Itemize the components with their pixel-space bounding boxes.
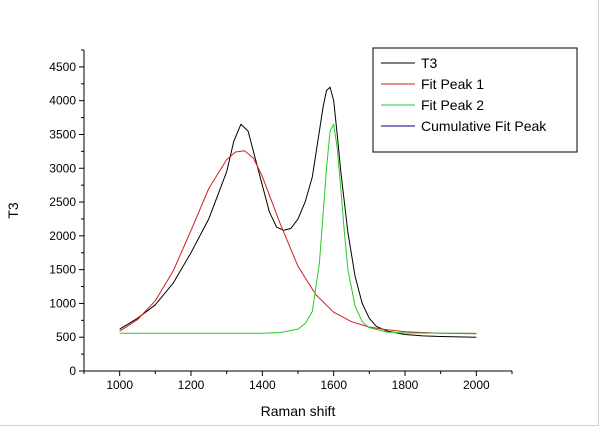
y-tick-label: 1500 <box>49 263 76 277</box>
plot-area: 1000 1200 1400 1600 1800 2000 0 500 1000 1500 200… <box>49 49 513 392</box>
series-line-fit-peak-2 <box>119 123 477 334</box>
legend: T3 Fit Peak 1 Fit Peak 2 Cumulative Fit Pea… <box>372 47 578 153</box>
x-tick-label: 1800 <box>392 378 419 392</box>
legend-items: T3 Fit Peak 1 Fit Peak 2 Cumulative Fit Pea… <box>381 55 547 134</box>
y-tick-label: 2000 <box>49 229 76 243</box>
legend-box <box>372 47 578 153</box>
x-axis-label: Raman shift <box>261 403 336 419</box>
x-ticks: 1000 1200 1400 1600 1800 2000 <box>83 371 513 392</box>
y-tick-label: 2500 <box>49 195 76 209</box>
y-tick-label: 500 <box>56 330 76 344</box>
y-tick-label: 0 <box>69 364 76 378</box>
x-tick-label: 1400 <box>249 378 276 392</box>
legend-label: Fit Peak 1 <box>421 76 484 92</box>
x-tick-label: 1200 <box>178 378 205 392</box>
series-layer <box>119 86 477 338</box>
y-tick-label: 1000 <box>49 296 76 310</box>
y-tick-label: 4500 <box>49 60 76 74</box>
series-line-fit-peak-1 <box>119 150 477 335</box>
legend-label: Fit Peak 2 <box>421 97 484 113</box>
legend-label: T3 <box>421 55 438 71</box>
y-tick-label: 4000 <box>49 94 76 108</box>
series-line-t3 <box>119 86 477 338</box>
legend-label: Cumulative Fit Peak <box>421 118 547 134</box>
x-tick-label: 1000 <box>106 378 133 392</box>
y-tick-label: 3500 <box>49 127 76 141</box>
x-tick-label: 1600 <box>320 378 347 392</box>
y-ticks: 0 500 1000 1500 2000 2500 3000 3500 4000 4500 <box>49 49 84 378</box>
y-tick-label: 3000 <box>49 161 76 175</box>
x-tick-label: 2000 <box>463 378 490 392</box>
y-axis-label: T3 <box>5 202 21 219</box>
